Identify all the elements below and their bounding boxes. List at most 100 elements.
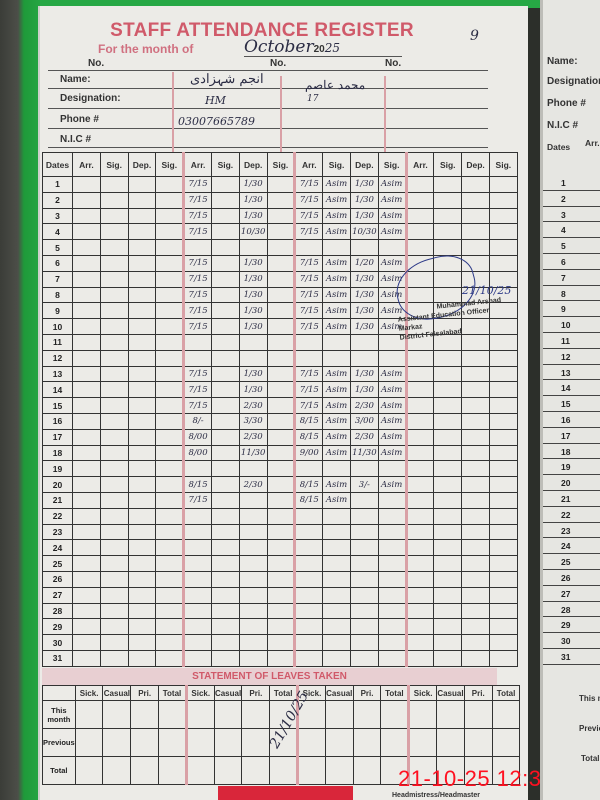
- staff-1-dep-cell: [127, 254, 157, 272]
- staff-3-sig-cell: Asim: [322, 176, 351, 193]
- staff-4-dep-cell: [461, 333, 490, 351]
- leave-total-header: Total: [491, 685, 521, 701]
- leaves-cell: [324, 700, 354, 729]
- staff-1-arr-cell: [72, 191, 101, 209]
- staff-2-dep-cell: 1/30: [238, 191, 268, 209]
- date-cell: 5: [42, 239, 73, 256]
- table-row: 9 7/15 1/30 7/15 Asim 1/30 Asim: [42, 302, 518, 320]
- staff-1-sig-cell: [99, 397, 129, 414]
- staff-3-sig-cell: [377, 570, 407, 588]
- staff-2-sig-cell: [210, 428, 240, 446]
- next-date-number: 3: [561, 209, 566, 220]
- staff-4-dep-cell: [461, 634, 490, 651]
- staff-2-dep-cell: 1/30: [238, 270, 268, 288]
- leaves-cell: [241, 756, 271, 785]
- next-date-number: 6: [561, 257, 566, 267]
- next-date-number: 28: [561, 604, 571, 615]
- table-row: 3 7/15 1/30 7/15 Asim 1/30 Asim: [42, 207, 518, 225]
- staff-4-sig-cell: [433, 555, 463, 572]
- staff-1-dep-cell: [127, 318, 157, 335]
- staff-3-sig-cell: [322, 602, 351, 620]
- staff-3-sig-cell: [322, 333, 351, 351]
- staff-4-dep-cell: [461, 365, 490, 383]
- leaves-cell: [463, 756, 493, 785]
- staff-3-dep-cell: 1/30: [349, 302, 379, 320]
- staff-1-dep-cell: [127, 239, 157, 256]
- leaves-cell: [296, 728, 326, 757]
- staff-4-sig-cell: [488, 523, 518, 541]
- next-date-row: 25: [543, 554, 600, 570]
- divider: [384, 76, 386, 152]
- staff-1-dep-cell: [127, 523, 157, 541]
- staff-1-dep-cell: [127, 444, 157, 462]
- staff-2-sig-cell: [266, 444, 296, 462]
- staff-3-sig-cell: Asim: [322, 444, 351, 462]
- staff-1-dep-cell: [127, 381, 157, 399]
- staff-3-dep-cell: 1/30: [349, 207, 379, 225]
- dates-header: Dates: [42, 152, 73, 177]
- staff-3-sig-cell: [377, 349, 407, 367]
- staff-4-sig-cell: [488, 586, 518, 604]
- leaves-cell: [436, 700, 465, 729]
- staff-1-dep-cell: [127, 555, 157, 572]
- staff-1-dep-cell: [127, 618, 157, 636]
- register-cover-edge: [40, 0, 540, 8]
- staff-1-sig-cell: [155, 333, 185, 351]
- leaves-cell: [213, 700, 243, 729]
- staff-4-sig-cell: [488, 365, 518, 383]
- staff-1-sig-cell: [155, 365, 185, 383]
- staff-2-arr-cell: 7/15: [182, 302, 212, 320]
- staff-2-sig-cell: [210, 286, 240, 304]
- leaves-cell: [269, 756, 299, 785]
- staff-2-arr-cell: [182, 586, 212, 604]
- staff-4-sig-cell: [488, 223, 518, 241]
- staff-2-sig-cell: [266, 191, 296, 209]
- staff-1-dep-cell: [127, 460, 157, 478]
- leaves-cell: [491, 756, 521, 785]
- staff-2-arr-cell: 7/15: [182, 254, 212, 272]
- leaves-cell: [269, 728, 299, 757]
- staff-4-arr-cell: [404, 570, 435, 588]
- publisher-label: [218, 786, 353, 800]
- next-date-number: 10: [561, 320, 571, 331]
- next-name-label: Name:: [547, 56, 578, 67]
- leave-pri-header: Pri.: [130, 685, 160, 701]
- table-row: 19: [42, 460, 518, 478]
- staff-1-arr-cell: [72, 649, 101, 667]
- staff-2-arr-cell: 7/15: [182, 397, 212, 414]
- date-cell: 4: [42, 223, 73, 241]
- date-cell: 21: [42, 491, 73, 509]
- staff-1-sig-cell: [99, 555, 129, 572]
- staff-1-sig-cell: [99, 302, 129, 320]
- date-cell: 10: [42, 318, 73, 335]
- staff-4-arr-cell: [404, 634, 435, 651]
- staff-3-sig-cell: [322, 539, 351, 557]
- staff-3-arr-cell: 9/00: [293, 444, 324, 462]
- table-row: 1 7/15 1/30 7/15 Asim 1/30 Asim: [42, 176, 518, 193]
- staff-2-arr-cell: 7/15: [182, 270, 212, 288]
- staff-1-arr-cell: [72, 570, 101, 588]
- staff-4-sig-cell: [433, 349, 463, 367]
- staff-3-sig-cell: Asim: [322, 254, 351, 272]
- staff-1-sig-cell: [155, 491, 185, 509]
- staff-2-sig-cell: [266, 428, 296, 446]
- staff-3-name: محمد عاصم: [305, 78, 366, 92]
- table-row: 29: [42, 618, 518, 636]
- staff-4-sig-cell: [488, 476, 518, 493]
- date-cell: 26: [42, 570, 73, 588]
- sig-header: Sig.: [155, 152, 185, 177]
- leaves-table: Sick. Casual Pri. Total Sick. Casual Pri. Total…: [42, 685, 521, 785]
- staff-4-sig-cell: [488, 176, 518, 193]
- next-date-number: 23: [561, 525, 571, 536]
- date-cell: 9: [42, 302, 73, 320]
- leave-pri-header: Pri.: [241, 685, 271, 701]
- leaves-corner: [42, 685, 76, 701]
- staff-2-arr-cell: 7/15: [182, 318, 212, 335]
- staff-1-dep-cell: [127, 649, 157, 667]
- sig-header: Sig.: [488, 152, 518, 177]
- staff-1-sig-cell: [155, 239, 185, 256]
- leave-sick-header: Sick.: [407, 685, 438, 701]
- staff-3-sig-cell: Asim: [322, 491, 351, 509]
- staff-3-arr-cell: 7/15: [293, 286, 324, 304]
- table-row: 27: [42, 586, 518, 604]
